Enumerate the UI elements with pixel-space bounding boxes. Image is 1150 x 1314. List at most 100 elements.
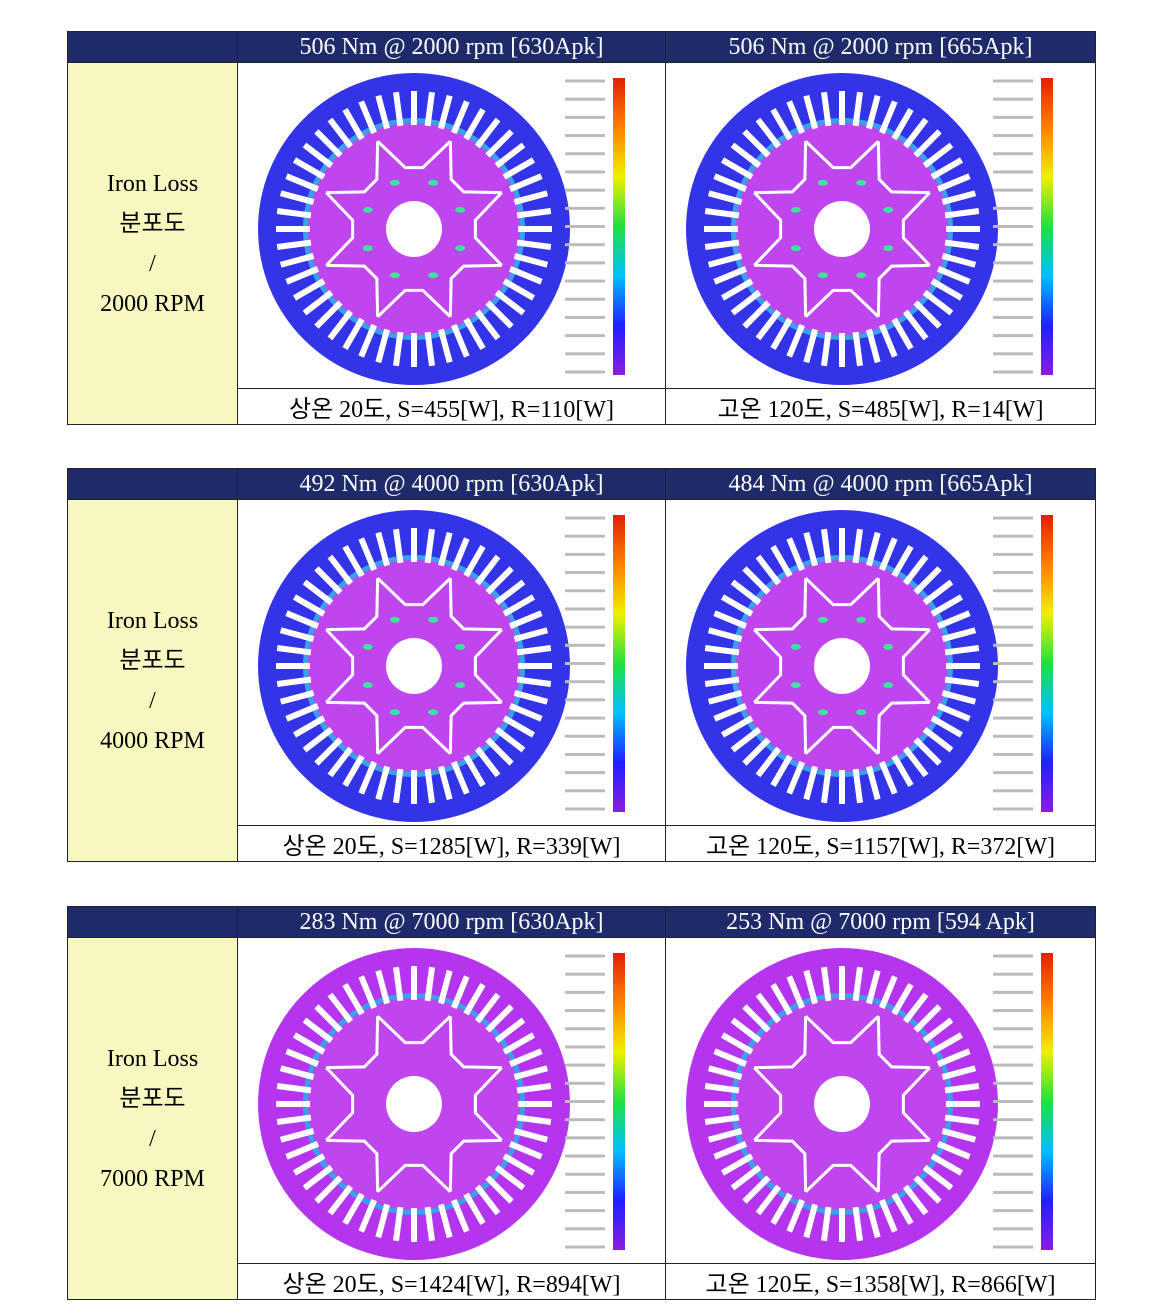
slot [276,208,312,219]
color-bar-label [993,1209,1033,1213]
slot [866,328,881,364]
slot [516,1083,552,1094]
slot [944,1114,980,1125]
slot [852,1206,863,1242]
color-bar-label [565,1045,605,1049]
slot [902,992,929,1024]
color-bar-label [993,752,1033,756]
slot [852,768,863,804]
slot [786,537,805,572]
slot [944,239,980,250]
slot [508,1141,543,1160]
header-cell: 506 Nm @ 2000 rpm [665Apk] [665,31,1096,63]
color-bar-label [565,662,605,665]
slot [742,129,771,158]
hot-spot [883,643,894,650]
slot [770,754,793,788]
color-bar-label [565,1100,605,1103]
slot [879,975,898,1010]
slot [941,1065,977,1080]
slot [463,317,486,351]
slot [314,1004,343,1033]
slot [704,1083,740,1094]
hot-spot [817,616,828,623]
slot [879,760,898,795]
slot [358,537,377,572]
slot [913,737,942,766]
slot [704,645,740,656]
slot [516,239,552,250]
slot [358,760,377,795]
slot [285,266,320,285]
color-bar-label [993,79,1033,83]
slot [494,726,526,753]
hot-spot [455,643,466,650]
color-bar-label [565,170,605,174]
slot [930,157,964,180]
color-bar-label [993,571,1033,575]
slot [292,1032,326,1055]
color-bar-label [565,315,605,319]
color-bar-label [993,716,1033,720]
magnet [804,1015,880,1045]
slot [502,1153,536,1176]
color-bar-label [993,1063,1033,1067]
slot [770,107,793,141]
slot [516,208,552,219]
slot [936,1141,971,1160]
slot [936,1048,971,1067]
slot [451,760,470,795]
color-bar-label [565,516,605,520]
color-bar-label [993,516,1033,520]
slot [276,676,312,687]
slot [276,1114,312,1125]
color-bar-label [993,97,1033,101]
slot [913,566,942,595]
image-cell [665,62,1096,389]
caption-row: 상온 20도, S=455[W], R=110[W] 고온 120도, S=485… [68,388,1096,425]
magnet [376,1015,452,1045]
magnet [804,1163,880,1193]
slot [502,1032,536,1055]
color-bar-label [993,1118,1033,1122]
hot-spot [362,245,373,252]
slot [342,1192,365,1226]
slot [803,969,818,1005]
hot-spot [389,616,400,623]
color-bar-label [993,315,1033,319]
color-bar-label [565,625,605,629]
slot [451,100,470,135]
slot [720,715,754,738]
slot [891,1192,914,1226]
slot [704,208,740,219]
slot [866,94,881,130]
magnet [804,725,880,755]
hot-spot [428,179,439,186]
slot [463,544,486,578]
slot [314,737,343,766]
slot [494,1017,526,1044]
slot [803,531,818,567]
slot [375,94,390,130]
header-cell: 492 Nm @ 4000 rpm [630Apk] [237,468,666,500]
loss-plot [258,948,625,1260]
magnet [804,288,880,318]
hot-spot [790,643,801,650]
slot [327,746,354,778]
color-bar-label [993,954,1033,958]
slot [463,107,486,141]
slot [866,531,881,567]
caption-cell: 고온 120도, S=1358[W], R=866[W] [665,1263,1096,1300]
slot [516,645,552,656]
image-cell [665,499,1096,826]
slot [292,594,326,617]
caption-cell: 상온 20도, S=455[W], R=110[W] [237,388,666,425]
magnet [376,288,452,318]
color-bar-label [993,1245,1033,1249]
hot-spot [883,245,894,252]
magnet [376,1163,452,1193]
magnet [376,140,452,170]
hot-spot [362,643,373,650]
color-bar-label [565,115,605,119]
slot [438,531,453,567]
